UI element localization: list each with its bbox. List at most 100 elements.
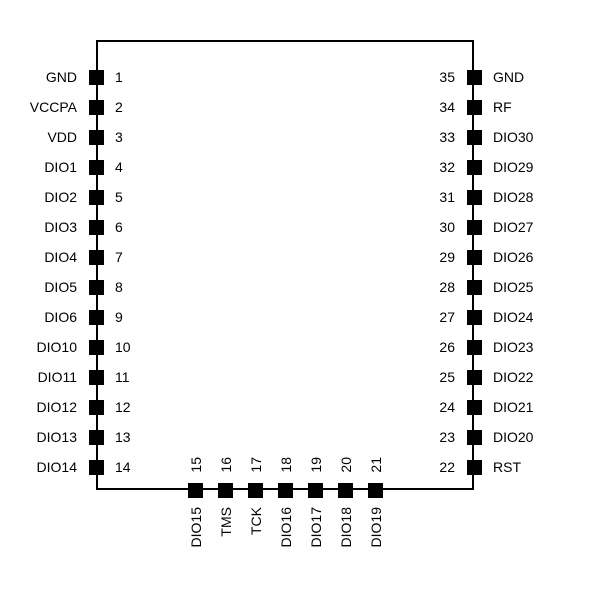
pin-label-24: DIO21 [493,399,533,415]
pin-num-12: 12 [115,399,131,415]
pin-label-10: DIO10 [37,339,77,355]
pin-pad-2 [89,100,104,115]
pin-num-14: 14 [115,459,131,475]
pin-pad-6 [89,220,104,235]
pin-label-8: DIO5 [44,279,77,295]
pin-label-34: RF [493,99,512,115]
pin-pad-9 [89,310,104,325]
pin-num-10: 10 [115,339,131,355]
pin-pad-35 [467,70,482,85]
pin-label-26: DIO23 [493,339,533,355]
pin-num-2: 2 [115,99,123,115]
pin-pad-31 [467,190,482,205]
pin-pad-14 [89,460,104,475]
pin-label-20: DIO18 [338,507,354,547]
pin-pad-20 [338,483,353,498]
pin-pad-15 [188,483,203,498]
pin-num-15: 15 [188,457,204,473]
pin-pad-3 [89,130,104,145]
pin-num-26: 26 [439,339,455,355]
pin-label-30: DIO27 [493,219,533,235]
pin-pad-27 [467,310,482,325]
pin-label-31: DIO28 [493,189,533,205]
pin-label-25: DIO22 [493,369,533,385]
pin-pad-25 [467,370,482,385]
pin-num-29: 29 [439,249,455,265]
pin-num-23: 23 [439,429,455,445]
pin-num-25: 25 [439,369,455,385]
pin-num-21: 21 [368,457,384,473]
pinout-diagram: 1GND2VCCPA3VDD4DIO15DIO26DIO37DIO48DIO59… [0,0,600,593]
pin-label-18: DIO16 [278,507,294,547]
pin-label-6: DIO3 [44,219,77,235]
pin-label-13: DIO13 [37,429,77,445]
pin-num-18: 18 [278,457,294,473]
pin-pad-30 [467,220,482,235]
pin-num-11: 11 [115,369,130,385]
pin-num-24: 24 [439,399,455,415]
pin-label-32: DIO29 [493,159,533,175]
pin-label-15: DIO15 [188,507,204,547]
pin-label-16: TMS [218,507,234,537]
pin-num-19: 19 [308,457,324,473]
pin-label-22: RST [493,459,521,475]
pin-pad-17 [248,483,263,498]
pin-pad-1 [89,70,104,85]
pin-num-22: 22 [439,459,455,475]
pin-label-12: DIO12 [37,399,77,415]
pin-num-30: 30 [439,219,455,235]
pin-label-23: DIO20 [493,429,533,445]
pin-pad-7 [89,250,104,265]
pin-pad-10 [89,340,104,355]
pin-label-21: DIO19 [368,507,384,547]
pin-num-27: 27 [439,309,455,325]
pin-num-4: 4 [115,159,123,175]
pin-label-5: DIO2 [44,189,77,205]
pin-pad-26 [467,340,482,355]
pin-label-2: VCCPA [30,99,77,115]
pin-label-19: DIO17 [308,507,324,547]
pin-label-33: DIO30 [493,129,533,145]
pin-num-8: 8 [115,279,123,295]
pin-num-34: 34 [439,99,455,115]
pin-num-6: 6 [115,219,123,235]
pin-label-4: DIO1 [44,159,77,175]
pin-pad-33 [467,130,482,145]
pin-num-20: 20 [338,457,354,473]
pin-pad-4 [89,160,104,175]
pin-label-17: TCK [248,507,264,535]
pin-pad-29 [467,250,482,265]
pin-num-13: 13 [115,429,131,445]
pin-pad-28 [467,280,482,295]
pin-label-9: DIO6 [44,309,77,325]
pin-label-11: DIO11 [38,369,77,385]
pin-label-1: GND [46,69,77,85]
pin-num-17: 17 [248,457,264,473]
pin-pad-13 [89,430,104,445]
pin-pad-16 [218,483,233,498]
pin-num-33: 33 [439,129,455,145]
pin-pad-8 [89,280,104,295]
pin-label-29: DIO26 [493,249,533,265]
pin-pad-19 [308,483,323,498]
pin-pad-32 [467,160,482,175]
pin-num-7: 7 [115,249,123,265]
pin-num-31: 31 [439,189,455,205]
pin-label-35: GND [493,69,524,85]
pin-pad-22 [467,460,482,475]
pin-num-28: 28 [439,279,455,295]
pin-num-3: 3 [115,129,123,145]
pin-num-5: 5 [115,189,123,205]
pin-num-1: 1 [115,69,123,85]
pin-label-3: VDD [47,129,77,145]
pin-pad-24 [467,400,482,415]
pin-num-35: 35 [439,69,455,85]
pin-pad-34 [467,100,482,115]
pin-num-32: 32 [439,159,455,175]
pin-label-28: DIO25 [493,279,533,295]
pin-label-27: DIO24 [493,309,533,325]
pin-label-7: DIO4 [44,249,77,265]
pin-num-9: 9 [115,309,123,325]
pin-pad-23 [467,430,482,445]
pin-pad-21 [368,483,383,498]
